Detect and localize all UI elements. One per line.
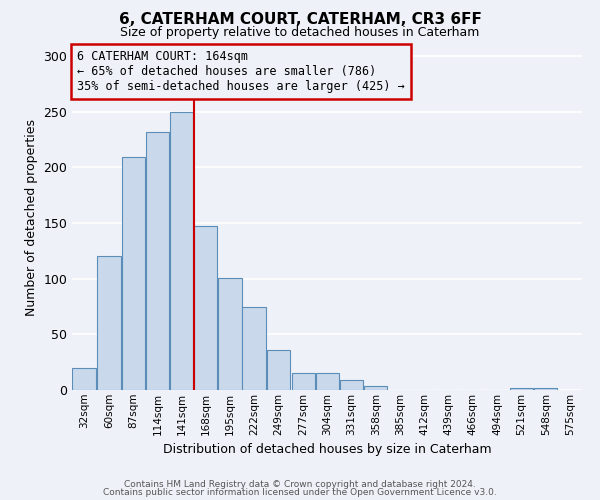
Bar: [316, 374, 339, 390]
Bar: [97, 256, 121, 390]
Bar: [266, 350, 290, 390]
X-axis label: Distribution of detached houses by size in Caterham: Distribution of detached houses by size …: [163, 443, 491, 456]
Bar: [340, 380, 364, 390]
Bar: [218, 278, 242, 390]
Bar: [170, 112, 193, 390]
Bar: [73, 368, 96, 390]
Text: 6 CATERHAM COURT: 164sqm
← 65% of detached houses are smaller (786)
35% of semi-: 6 CATERHAM COURT: 164sqm ← 65% of detach…: [77, 50, 405, 93]
Bar: [364, 386, 388, 390]
Bar: [146, 132, 169, 390]
Bar: [292, 374, 315, 390]
Bar: [194, 226, 217, 390]
Bar: [534, 388, 557, 390]
Text: Contains public sector information licensed under the Open Government Licence v3: Contains public sector information licen…: [103, 488, 497, 497]
Bar: [122, 158, 145, 390]
Text: Size of property relative to detached houses in Caterham: Size of property relative to detached ho…: [121, 26, 479, 39]
Text: Contains HM Land Registry data © Crown copyright and database right 2024.: Contains HM Land Registry data © Crown c…: [124, 480, 476, 489]
Y-axis label: Number of detached properties: Number of detached properties: [25, 119, 38, 316]
Text: 6, CATERHAM COURT, CATERHAM, CR3 6FF: 6, CATERHAM COURT, CATERHAM, CR3 6FF: [119, 12, 481, 28]
Bar: [510, 388, 533, 390]
Bar: [242, 306, 266, 390]
